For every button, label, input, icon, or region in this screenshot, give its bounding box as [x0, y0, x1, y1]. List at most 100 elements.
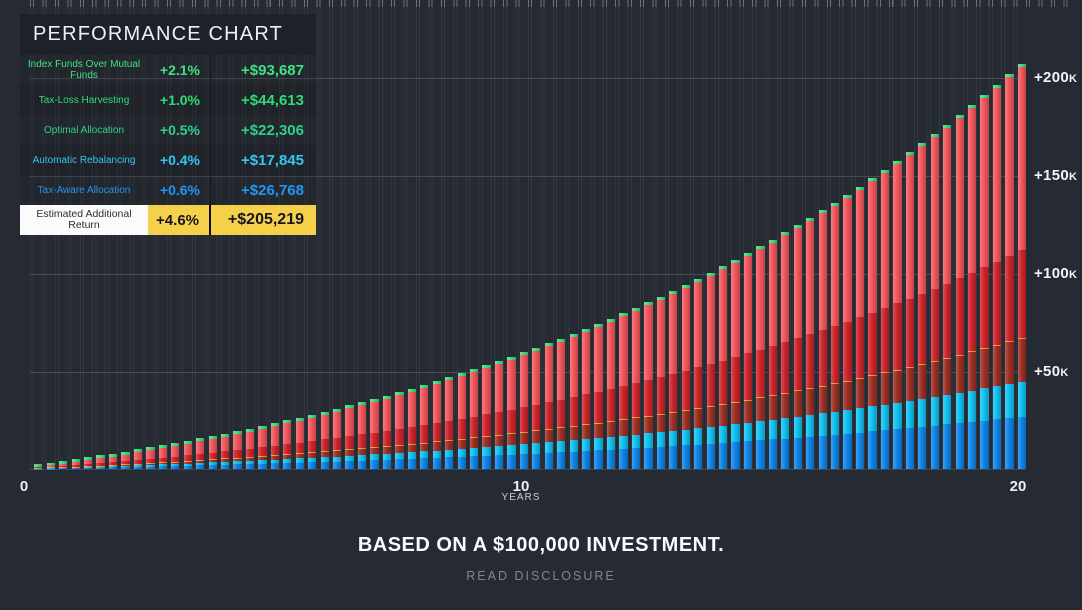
chart-bar[interactable]	[880, 169, 890, 470]
chart-bar[interactable]	[694, 278, 703, 470]
chart-bar[interactable]	[955, 115, 965, 469]
chart-bar[interactable]	[494, 361, 504, 469]
chart-bar[interactable]	[196, 438, 205, 469]
chart-bar[interactable]	[432, 381, 442, 469]
chart-bar[interactable]	[532, 347, 541, 470]
chart-bar[interactable]	[34, 464, 43, 469]
chart-bar[interactable]	[918, 143, 927, 469]
chart-bar[interactable]	[108, 453, 118, 470]
chart-bar[interactable]	[656, 296, 666, 470]
chart-bar[interactable]	[345, 405, 354, 469]
bar-segment	[980, 420, 989, 469]
chart-bar[interactable]	[96, 455, 105, 469]
chart-bar[interactable]	[270, 423, 280, 469]
bar-segment	[681, 409, 690, 430]
chart-bar[interactable]	[220, 433, 230, 470]
chart-bar[interactable]	[295, 417, 305, 470]
chart-bar[interactable]	[831, 202, 840, 470]
bar-segment	[818, 385, 827, 414]
legend-row-tax-aware-allocation[interactable]: Tax-Aware Allocation +0.6% +$26,768	[20, 175, 316, 205]
chart-bar[interactable]	[793, 225, 803, 469]
chart-bar[interactable]	[631, 307, 641, 470]
chart-bar[interactable]	[71, 459, 81, 470]
chart-bar[interactable]	[868, 178, 877, 469]
chart-bar[interactable]	[382, 395, 392, 470]
bar-segment	[731, 442, 740, 469]
chart-bar[interactable]	[706, 272, 716, 470]
chart-bar[interactable]	[59, 460, 68, 470]
chart-bar[interactable]	[681, 284, 691, 470]
legend-row-index-funds-over-mutual-funds[interactable]: Index Funds Over Mutual Funds +2.1% +$93,6…	[20, 55, 316, 85]
chart-bar[interactable]	[370, 398, 379, 470]
chart-bar[interactable]	[843, 194, 852, 470]
legend-row-estimated-additional-return[interactable]: Estimated Additional Return +4.6% +$205,…	[20, 205, 316, 235]
chart-bar[interactable]	[507, 356, 516, 470]
chart-bar[interactable]	[183, 440, 193, 470]
chart-bar[interactable]	[594, 323, 603, 470]
legend-row-optimal-allocation[interactable]: Optimal Allocation +0.5% +$22,306	[20, 115, 316, 145]
bar-segment	[880, 430, 890, 469]
chart-bar[interactable]	[258, 425, 267, 470]
chart-bar[interactable]	[669, 290, 678, 470]
bar-segment	[245, 431, 255, 449]
bar-cap	[84, 457, 93, 461]
read-disclosure-link[interactable]: READ DISCLOSURE	[466, 569, 616, 583]
chart-bar[interactable]	[357, 402, 367, 469]
chart-bar[interactable]	[569, 333, 579, 470]
chart-bar[interactable]	[1005, 74, 1014, 469]
chart-bar[interactable]	[893, 161, 902, 469]
chart-bar[interactable]	[245, 428, 255, 470]
chart-bar[interactable]	[158, 445, 168, 469]
chart-bar[interactable]	[905, 152, 915, 469]
chart-bar[interactable]	[644, 302, 653, 469]
bar-segment	[457, 418, 466, 439]
chart-bar[interactable]	[980, 95, 989, 469]
chart-bar[interactable]	[283, 420, 292, 469]
chart-bar[interactable]	[133, 449, 143, 469]
chart-bar[interactable]	[457, 373, 467, 469]
chart-bar[interactable]	[1017, 63, 1027, 470]
chart-bar[interactable]	[46, 462, 56, 470]
chart-bar[interactable]	[806, 217, 815, 470]
chart-bar[interactable]	[233, 431, 242, 469]
chart-bar[interactable]	[718, 266, 728, 469]
total-row-amount: +$205,219	[211, 205, 316, 235]
chart-bar[interactable]	[420, 384, 429, 470]
chart-bar[interactable]	[407, 388, 417, 470]
chart-bar[interactable]	[582, 328, 591, 470]
chart-bar[interactable]	[743, 253, 753, 469]
chart-bar[interactable]	[855, 186, 865, 470]
chart-bar[interactable]	[469, 369, 479, 469]
chart-bar[interactable]	[967, 105, 977, 469]
bar-cap	[258, 425, 267, 429]
chart-bar[interactable]	[731, 259, 740, 470]
bar-segment	[445, 457, 454, 469]
chart-bar[interactable]	[992, 84, 1002, 470]
chart-bar[interactable]	[121, 451, 130, 470]
chart-bar[interactable]	[557, 338, 566, 470]
chart-bar[interactable]	[308, 414, 317, 470]
legend-row-automatic-rebalancing[interactable]: Automatic Rebalancing +0.4% +$17,845	[20, 145, 316, 175]
chart-bar[interactable]	[84, 457, 93, 469]
chart-bar[interactable]	[619, 313, 628, 469]
chart-bar[interactable]	[208, 436, 218, 469]
chart-bar[interactable]	[171, 443, 180, 469]
chart-bar[interactable]	[768, 239, 778, 470]
chart-bar[interactable]	[544, 343, 554, 469]
chart-bar[interactable]	[818, 210, 828, 469]
chart-bar[interactable]	[756, 246, 765, 469]
chart-bar[interactable]	[606, 318, 616, 470]
chart-bar[interactable]	[320, 411, 330, 470]
chart-bar[interactable]	[445, 377, 454, 469]
chart-bar[interactable]	[395, 392, 404, 469]
chart-bar[interactable]	[943, 124, 952, 470]
chart-bar[interactable]	[333, 408, 342, 470]
chart-bar[interactable]	[482, 365, 491, 469]
chart-bar[interactable]	[146, 447, 155, 469]
bar-segment	[831, 325, 840, 384]
chart-bar[interactable]	[781, 232, 790, 469]
chart-bar[interactable]	[930, 134, 940, 469]
chart-bar[interactable]	[519, 352, 529, 469]
bar-segment	[980, 388, 989, 421]
legend-row-tax-loss-harvesting[interactable]: Tax-Loss Harvesting +1.0% +$44,613	[20, 85, 316, 115]
